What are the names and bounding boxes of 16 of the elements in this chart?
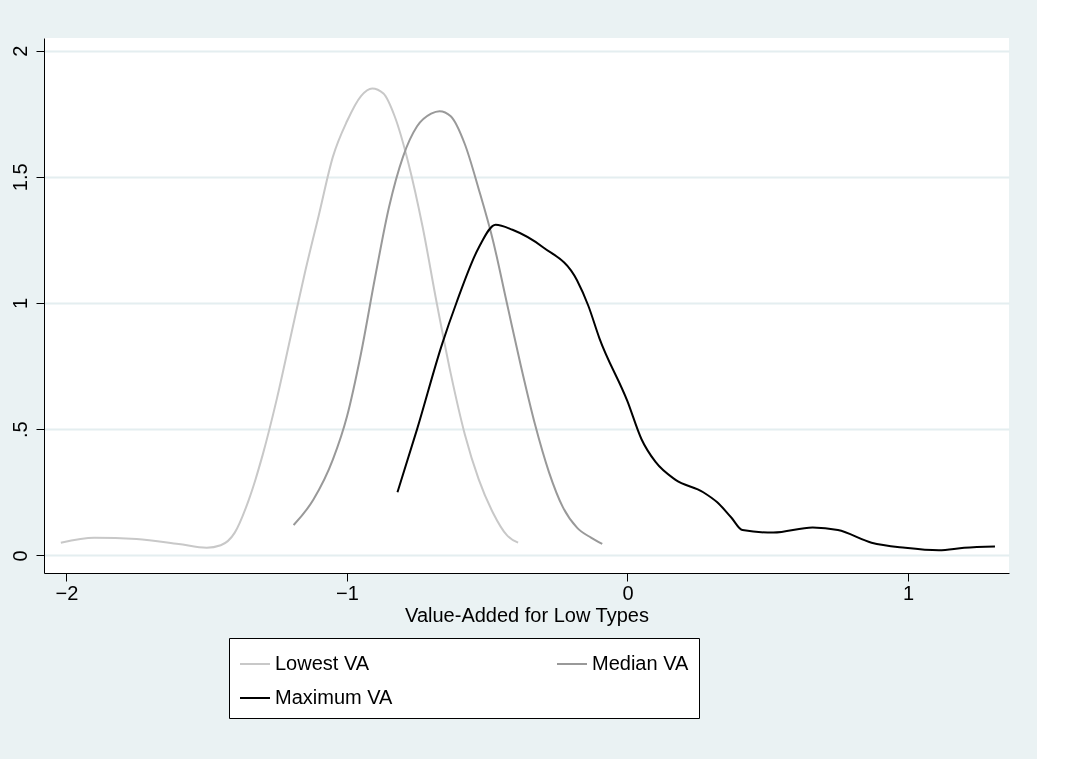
line-series: [396, 223, 996, 552]
legend-label: Median VA: [592, 652, 690, 674]
y-tick-label: 2: [8, 45, 31, 57]
legend-label: Lowest VA: [275, 652, 370, 674]
x-tick-label: −1: [336, 581, 359, 604]
x-tick-label: 0: [622, 581, 634, 604]
y-tick-label: 1: [8, 297, 31, 310]
line-series: [292, 110, 604, 545]
x-axis-title: Value-Added for Low Types: [405, 603, 649, 626]
y-tick-label: 1.5: [8, 163, 31, 192]
y-tick-label: .5: [8, 421, 31, 438]
legend-label: Maximum VA: [275, 686, 394, 708]
x-tick-label: 1: [902, 581, 915, 604]
y-tick-label: 0: [8, 550, 31, 562]
x-tick-label: −2: [55, 581, 79, 604]
line-series: [59, 87, 520, 549]
